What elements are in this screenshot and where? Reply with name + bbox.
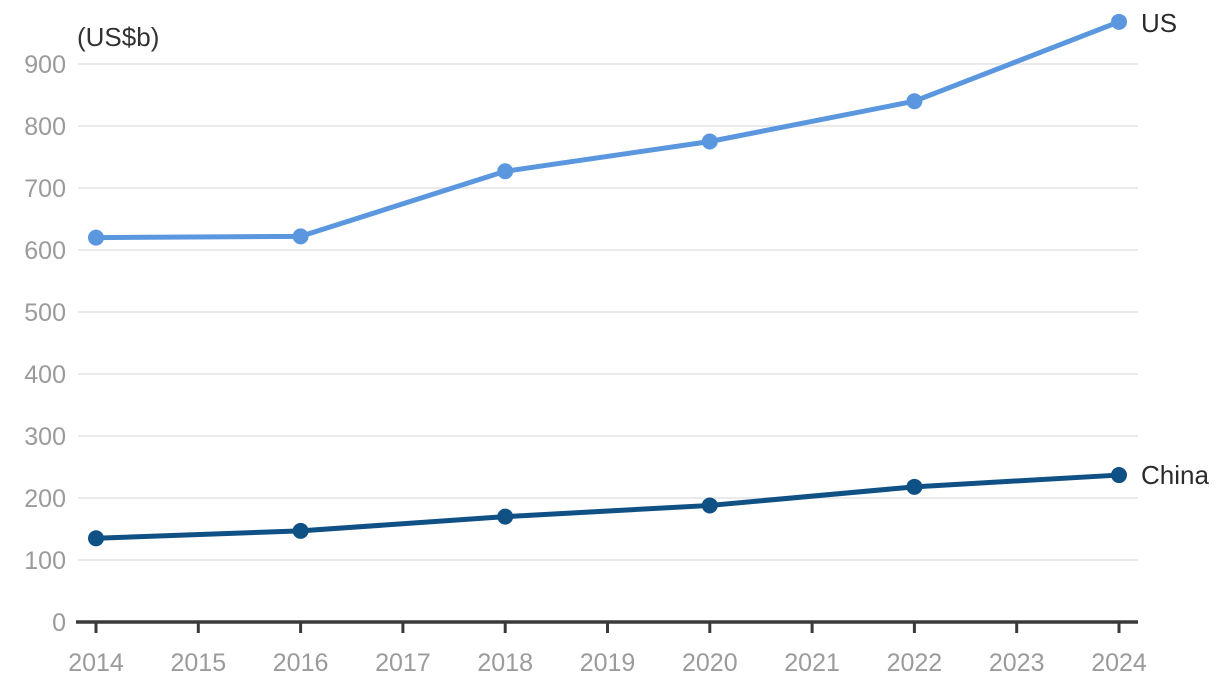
data-point-china-2024 bbox=[1111, 467, 1127, 484]
series-line-china bbox=[93, 472, 1122, 541]
x-tick-label-2024: 2024 bbox=[1091, 649, 1147, 677]
x-tick-label-2015: 2015 bbox=[170, 649, 226, 677]
x-tick-label-2017: 2017 bbox=[375, 649, 431, 677]
data-point-us-2014 bbox=[88, 229, 104, 246]
data-point-us-2018 bbox=[497, 163, 514, 180]
data-point-us-2024 bbox=[1111, 13, 1127, 30]
y-axis-unit-label: (US$b) bbox=[77, 22, 160, 52]
series-line-us bbox=[93, 19, 1122, 241]
y-tick-label-600: 600 bbox=[24, 237, 66, 265]
y-tick-label-400: 400 bbox=[24, 361, 66, 389]
series-label-us: US bbox=[1141, 8, 1178, 38]
y-tick-label-700: 700 bbox=[24, 175, 66, 203]
y-tick-label-0: 0 bbox=[52, 609, 66, 637]
x-tick-label-2022: 2022 bbox=[887, 649, 943, 677]
data-point-china-2016 bbox=[292, 522, 309, 539]
y-tick-label-900: 900 bbox=[24, 51, 66, 79]
y-tick-label-300: 300 bbox=[24, 423, 66, 451]
data-point-us-2022 bbox=[906, 93, 923, 110]
x-tick-label-2016: 2016 bbox=[273, 649, 329, 677]
data-point-china-2014 bbox=[88, 530, 104, 547]
y-tick-label-100: 100 bbox=[24, 547, 66, 575]
data-point-us-2020 bbox=[701, 133, 718, 150]
x-tick-label-2018: 2018 bbox=[477, 649, 533, 677]
data-point-us-2016 bbox=[292, 228, 309, 245]
x-tick-label-2023: 2023 bbox=[989, 649, 1045, 677]
data-point-china-2020 bbox=[701, 497, 718, 514]
x-tick-label-2021: 2021 bbox=[784, 649, 840, 677]
y-tick-label-200: 200 bbox=[24, 485, 66, 513]
y-tick-label-800: 800 bbox=[24, 113, 66, 141]
data-point-china-2022 bbox=[906, 478, 923, 495]
series-label-china: China bbox=[1141, 460, 1209, 490]
x-tick-label-2019: 2019 bbox=[580, 649, 636, 677]
y-tick-label-500: 500 bbox=[24, 299, 66, 327]
x-tick-label-2020: 2020 bbox=[682, 649, 738, 677]
x-tick-label-2014: 2014 bbox=[68, 649, 124, 677]
data-point-china-2018 bbox=[497, 508, 514, 525]
